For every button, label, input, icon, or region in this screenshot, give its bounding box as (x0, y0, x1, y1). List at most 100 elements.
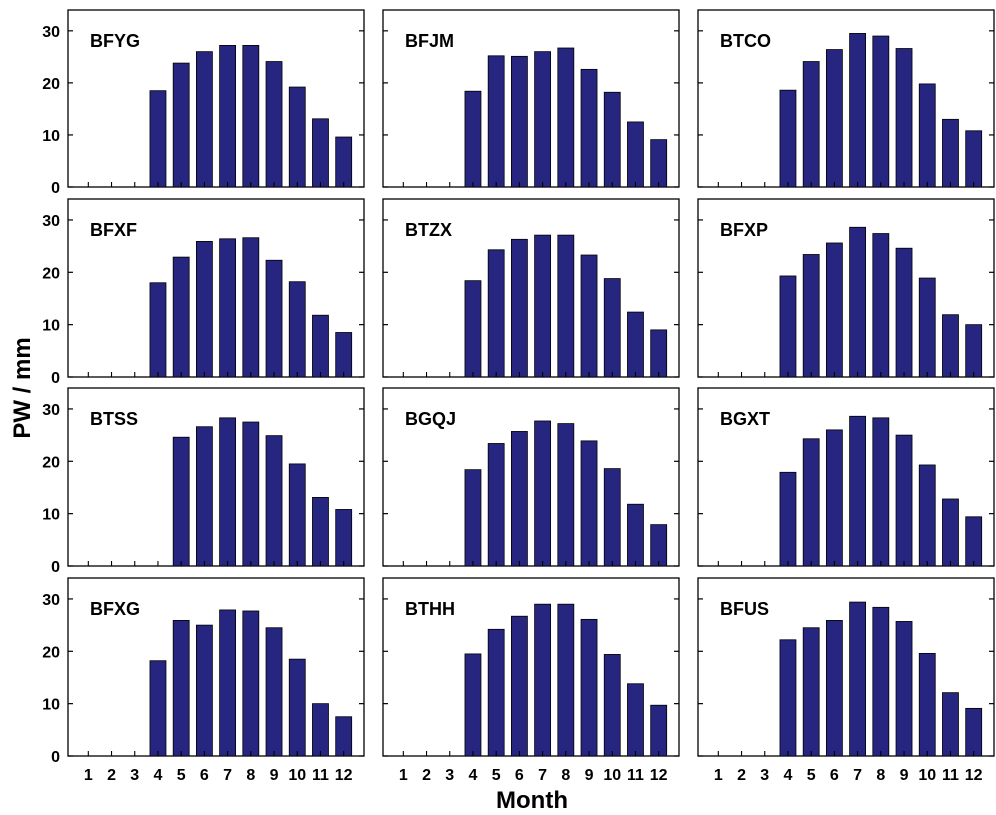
x-tick-label: 1 (399, 767, 408, 784)
panel-bgqj: BGQJ (382, 387, 680, 567)
bar-month-11 (627, 503, 644, 567)
bar-month-9 (895, 434, 913, 567)
bar-month-10 (918, 652, 936, 757)
bar-month-10 (288, 463, 306, 567)
bar-month-11 (942, 118, 959, 188)
bar-month-6 (510, 55, 528, 188)
bar-month-4 (149, 282, 167, 378)
x-tick-label: 9 (900, 767, 909, 784)
station-label: BTCO (720, 31, 771, 51)
bar-month-11 (942, 498, 959, 567)
x-tick-label: 4 (469, 767, 478, 784)
bar-month-7 (849, 33, 867, 188)
bar-month-8 (872, 35, 890, 188)
station-label: BFXP (720, 220, 768, 240)
bar-month-9 (580, 440, 598, 567)
bar-month-6 (825, 242, 843, 378)
y-tick-label: 0 (51, 180, 60, 197)
bar-month-9 (265, 627, 283, 757)
panel-bfxf: 0 10 20 30 BFXF (42, 198, 365, 387)
x-tick-label: 6 (830, 767, 839, 784)
bar-month-4 (464, 90, 482, 188)
bar-month-7 (534, 234, 552, 378)
bar-month-4 (149, 660, 167, 757)
x-tick-label: 8 (561, 767, 570, 784)
bar-month-5 (802, 438, 820, 567)
bar-month-8 (872, 233, 890, 378)
bar-month-7 (219, 609, 237, 757)
x-tick-label: 12 (650, 767, 668, 784)
y-tick-label: 10 (42, 697, 60, 714)
bar-month-6 (195, 426, 213, 567)
bar-month-5 (487, 443, 505, 567)
x-tick-label: 2 (737, 767, 746, 784)
y-tick-label: 0 (51, 559, 60, 576)
x-tick-label: 1 (714, 767, 723, 784)
bar-month-10 (288, 658, 306, 757)
bar-month-5 (487, 55, 505, 188)
bar-month-5 (172, 436, 190, 567)
bar-month-6 (825, 620, 843, 757)
bar-month-7 (219, 417, 237, 567)
x-tick-label: 10 (918, 767, 936, 784)
bar-month-4 (149, 90, 167, 188)
station-label: BTZX (405, 220, 452, 240)
bar-month-11 (627, 683, 644, 757)
bar-month-10 (603, 91, 621, 188)
bar-month-12 (335, 332, 353, 378)
bar-month-8 (557, 234, 575, 378)
y-tick-label: 10 (42, 318, 60, 335)
x-tick-label: 11 (942, 767, 959, 784)
bar-month-12 (335, 716, 353, 757)
x-tick-label: 7 (538, 767, 547, 784)
bar-month-12 (650, 704, 668, 757)
bar-month-12 (965, 130, 983, 188)
station-label: BFXG (90, 599, 140, 619)
bar-month-4 (779, 275, 797, 378)
x-axis-label: Month (496, 787, 568, 814)
bar-month-8 (872, 417, 890, 567)
x-tick-label: 7 (223, 767, 232, 784)
bar-month-4 (464, 653, 482, 757)
bar-month-5 (172, 62, 190, 188)
y-tick-label: 0 (51, 749, 60, 766)
bar-month-6 (195, 241, 213, 378)
y-tick-label: 20 (42, 76, 60, 93)
bar-month-9 (895, 48, 913, 188)
bar-month-11 (627, 311, 644, 378)
bar-month-11 (312, 703, 329, 757)
x-tick-label: 3 (445, 767, 454, 784)
bar-month-5 (802, 627, 820, 757)
bar-month-7 (849, 226, 867, 378)
bar-month-9 (265, 435, 283, 567)
y-tick-label: 20 (42, 644, 60, 661)
bar-month-6 (195, 624, 213, 757)
x-tick-label: 9 (585, 767, 594, 784)
bar-month-6 (510, 431, 528, 567)
bar-month-8 (242, 237, 260, 378)
y-tick-label: 30 (42, 213, 60, 230)
bar-month-10 (918, 464, 936, 567)
bar-month-12 (650, 524, 668, 567)
panel-bfyg: 0 10 20 30 BFYG (42, 9, 365, 197)
x-tick-label: 12 (335, 767, 353, 784)
y-tick-label: 0 (51, 370, 60, 387)
bar-month-12 (965, 707, 983, 757)
panel-bfjm: BFJM (382, 9, 680, 188)
x-tick-label: 4 (784, 767, 793, 784)
bar-month-9 (895, 621, 913, 757)
x-tick-label: 9 (270, 767, 279, 784)
x-tick-label: 6 (515, 767, 524, 784)
bar-month-5 (487, 628, 505, 757)
bar-month-10 (603, 468, 621, 567)
bar-month-8 (557, 47, 575, 188)
bar-month-11 (312, 118, 329, 188)
bar-month-11 (627, 121, 644, 188)
x-tick-label: 10 (288, 767, 306, 784)
bar-month-7 (534, 51, 552, 188)
bar-month-11 (312, 497, 329, 567)
